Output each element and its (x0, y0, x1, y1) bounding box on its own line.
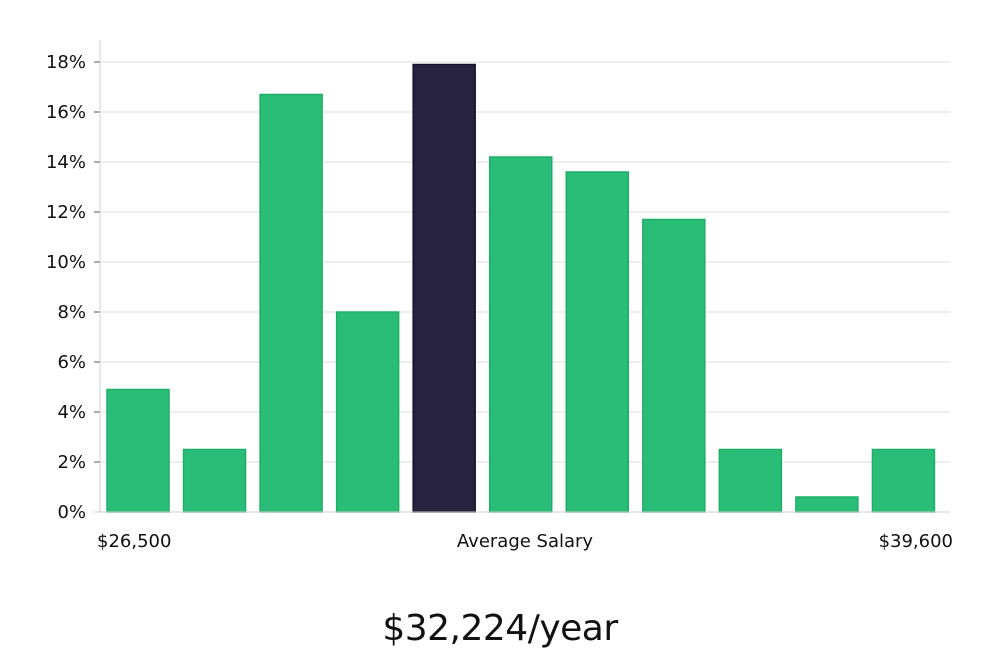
salary-histogram-chart: 0% 2% 4% 6% 8% 10% 12% 14% 16% 18% $26,500 Averag… (46, 40, 953, 552)
y-tick-label: 6% (57, 352, 86, 373)
bar (259, 93, 323, 513)
bar (642, 218, 706, 513)
bar (565, 171, 630, 513)
y-tick-label: 10% (46, 252, 86, 273)
bar (871, 448, 936, 513)
y-tick-label: 8% (57, 302, 86, 323)
average-salary-value: $32,224/year (382, 608, 618, 649)
bar (795, 496, 859, 513)
y-tick-label: 14% (46, 152, 86, 173)
y-tick-label: 12% (46, 202, 86, 223)
bar (335, 311, 400, 513)
x-axis-max-label: $39,600 (879, 531, 953, 552)
bar-average-salary (412, 63, 476, 513)
y-tick-label: 4% (57, 402, 86, 423)
y-axis-ticks: 0% 2% 4% 6% 8% 10% 12% 14% 16% 18% (46, 52, 100, 523)
y-tick-label: 0% (57, 502, 86, 523)
x-axis-min-label: $26,500 (97, 531, 171, 552)
y-tick-label: 2% (57, 452, 86, 473)
bar (106, 388, 170, 513)
bar (718, 448, 783, 513)
bar (182, 448, 247, 513)
bar (488, 156, 553, 513)
x-axis-title: Average Salary (457, 531, 594, 552)
bars (106, 63, 936, 513)
y-tick-label: 18% (46, 52, 86, 73)
y-tick-label: 16% (46, 102, 86, 123)
